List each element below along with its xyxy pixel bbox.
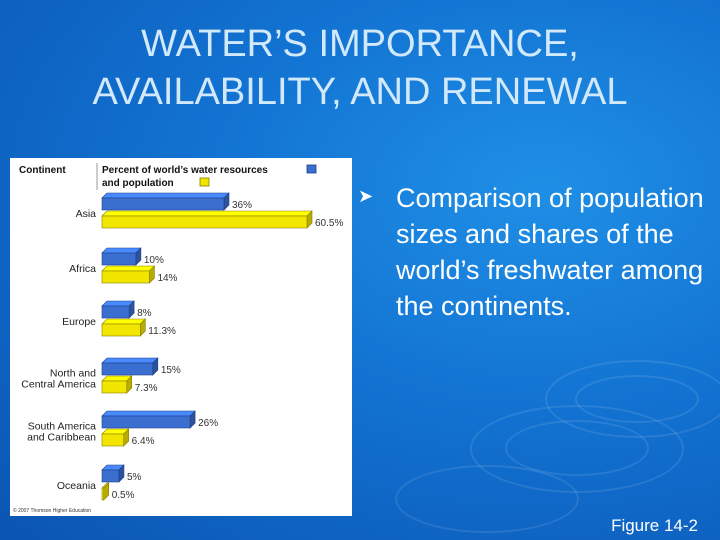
water-bar-top — [101, 357, 159, 364]
legend-population-swatch — [199, 177, 210, 187]
slide-title: WATER’S IMPORTANCE, AVAILABILITY, AND RE… — [0, 20, 720, 116]
figure-label: Figure 14-2 — [611, 516, 698, 535]
water-value-label: 5% — [127, 472, 142, 483]
population-bar — [101, 487, 104, 501]
bullet-point: ➤ Comparison of population sizes and sha… — [358, 180, 708, 324]
title-line-2: AVAILABILITY, AND RENEWAL — [92, 71, 628, 113]
header-continent: Continent — [19, 165, 66, 176]
water-bar — [101, 252, 137, 266]
water-value-label: 36% — [232, 200, 252, 211]
water-value-label: 15% — [161, 365, 181, 376]
water-bar-top — [101, 410, 196, 417]
bullet-text: Comparison of population sizes and share… — [396, 183, 704, 321]
water-value-label: 10% — [144, 255, 164, 266]
legend-water-swatch — [306, 164, 317, 174]
water-bar — [101, 305, 130, 319]
header-series-line-2: and population — [102, 178, 174, 189]
category-label: and Caribbean — [27, 432, 96, 444]
title-line-1: WATER’S IMPORTANCE, — [141, 23, 579, 65]
header-series-line-1: Percent of world’s water resources — [102, 165, 268, 176]
category-label: Central America — [21, 379, 96, 391]
chart-panel: Continent Percent of world’s water resou… — [10, 158, 352, 516]
category-label: Oceania — [57, 480, 96, 492]
category-label: Asia — [76, 208, 97, 220]
category-label: North and — [50, 368, 96, 380]
water-bar — [101, 197, 225, 211]
population-bar — [101, 380, 128, 394]
arrow-bullet-icon: ➤ — [358, 186, 374, 206]
population-bar-top — [101, 210, 313, 217]
background-ripple — [395, 465, 579, 533]
category-label: Europe — [62, 316, 96, 328]
population-bar-top — [101, 318, 147, 325]
water-population-chart: Continent Percent of world’s water resou… — [13, 163, 343, 514]
copyright-note: © 2007 Thomson Higher Education — [13, 507, 91, 514]
population-value-label: 6.4% — [132, 436, 155, 447]
category-label: South America — [28, 421, 96, 433]
population-bar — [101, 433, 124, 447]
population-bar — [101, 215, 308, 229]
population-bar-top — [101, 265, 156, 272]
water-bar — [101, 469, 120, 483]
water-bar — [101, 362, 154, 376]
population-value-label: 14% — [157, 273, 177, 284]
water-bar-top — [101, 247, 142, 254]
population-value-label: 11.3% — [148, 326, 176, 337]
water-value-label: 26% — [198, 418, 218, 429]
water-bar-top — [101, 300, 135, 307]
water-bar — [101, 415, 191, 429]
population-value-label: 0.5% — [112, 490, 135, 501]
population-value-label: 7.3% — [135, 383, 158, 394]
population-bar — [101, 270, 150, 284]
category-label: Africa — [69, 263, 96, 275]
population-bar — [101, 323, 141, 337]
water-value-label: 8% — [137, 308, 152, 319]
chart-plot-area: Asia 36% 60.5% Africa 10% 14% Europe 8% 11.3% Nor… — [21, 192, 343, 501]
population-value-label: 60.5% — [315, 218, 343, 229]
water-bar-top — [101, 192, 230, 199]
